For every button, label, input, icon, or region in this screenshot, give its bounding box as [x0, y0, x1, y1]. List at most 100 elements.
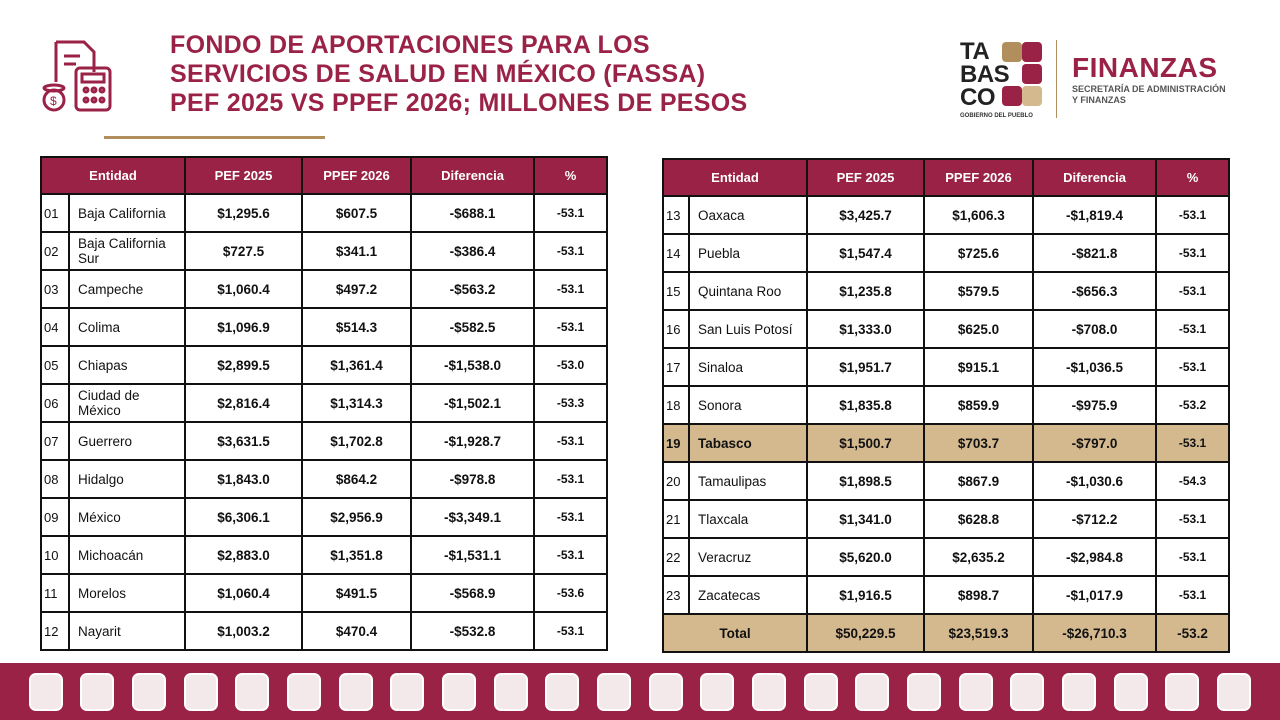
percent-value: -53.1	[533, 231, 609, 271]
table-row: 08 Hidalgo $1,843.0 $864.2 -$978.8 -53.1	[40, 459, 609, 499]
percent-value: -53.2	[1155, 385, 1231, 425]
ppef-2026-value: $1,351.8	[301, 535, 413, 575]
logo-text: CO	[960, 84, 996, 111]
difference-value: -$708.0	[1032, 309, 1158, 349]
entity-number: 15	[662, 271, 690, 311]
entity-name: Campeche	[67, 269, 187, 309]
entity-name: Baja California Sur	[67, 231, 187, 271]
table-row: 13 Oaxaca $3,425.7 $1,606.3 -$1,819.4 -53.1	[662, 195, 1231, 235]
cacao-tile-icon	[1165, 672, 1200, 711]
title-line: PEF 2025 VS PPEF 2026; MILLONES DE PESOS	[170, 89, 748, 117]
entity-name: Puebla	[687, 233, 809, 273]
ppef-2026-value: $859.9	[923, 385, 1035, 425]
entity-number: 04	[40, 307, 70, 347]
secretaria-text: SECRETARÍA DE ADMINISTRACIÓN Y FINANZAS	[1072, 84, 1226, 106]
entity-name: Michoacán	[67, 535, 187, 575]
entity-number: 07	[40, 421, 70, 461]
pef-2025-value: $727.5	[184, 231, 304, 271]
table-header: Entidad PEF 2025 PPEF 2026 Diferencia %	[661, 158, 1231, 197]
title-underline	[104, 136, 325, 139]
table-row: 06 Ciudad de México $2,816.4 $1,314.3 -$1,50…	[40, 383, 609, 423]
ppef-2026-value: $1,314.3	[301, 383, 413, 423]
tabasco-logo: TA BAS CO GOBIERNO DEL PUEBLO	[960, 40, 1050, 120]
ppef-2026-value: $514.3	[301, 307, 413, 347]
entity-number: 05	[40, 345, 70, 385]
table-row: 15 Quintana Roo $1,235.8 $579.5 -$656.3 -53.1	[662, 271, 1231, 311]
ppef-2026-value: $628.8	[923, 499, 1035, 539]
title-line: FONDO DE APORTACIONES PARA LOS	[170, 31, 650, 59]
entity-number: 03	[40, 269, 70, 309]
difference-value: -$688.1	[410, 193, 536, 233]
table-row: 19 Tabasco $1,500.7 $703.7 -$797.0 -53.1	[662, 423, 1231, 463]
olmec-head-icon	[1022, 42, 1042, 62]
difference-value: -$568.9	[410, 573, 536, 613]
waves-icon	[1022, 64, 1042, 84]
col-percent: %	[533, 156, 609, 195]
fassa-table-left: Entidad PEF 2025 PPEF 2026 Diferencia % …	[39, 156, 609, 651]
pef-2025-value: $1,060.4	[184, 269, 304, 309]
pef-2025-value: $1,096.9	[184, 307, 304, 347]
flower-icon	[1022, 86, 1042, 106]
entity-name: Oaxaca	[687, 195, 809, 235]
entity-number: 20	[662, 461, 690, 501]
pef-2025-value: $1,835.8	[806, 385, 926, 425]
percent-value: -53.1	[1155, 347, 1231, 387]
table-row: 17 Sinaloa $1,951.7 $915.1 -$1,036.5 -53.1	[662, 347, 1231, 387]
difference-value: -$582.5	[410, 307, 536, 347]
table-row: 02 Baja California Sur $727.5 $341.1 -$386.4…	[40, 231, 609, 271]
entity-number: 22	[662, 537, 690, 577]
ppef-2026-value: $1,361.4	[301, 345, 413, 385]
pef-2025-value: $6,306.1	[184, 497, 304, 537]
olmec-head-tile-icon	[906, 672, 941, 711]
percent-value: -53.1	[1155, 271, 1231, 311]
secretaria-line: SECRETARÍA DE ADMINISTRACIÓN	[1072, 84, 1226, 94]
percent-value: -53.1	[1155, 537, 1231, 577]
entity-name: Chiapas	[67, 345, 187, 385]
entity-name: Veracruz	[687, 537, 809, 577]
ppef-2026-value: $703.7	[923, 423, 1035, 463]
table-row: 01 Baja California $1,295.6 $607.5 -$688.1 -5…	[40, 193, 609, 233]
table-row: 14 Puebla $1,547.4 $725.6 -$821.8 -53.1	[662, 233, 1231, 273]
pef-2025-value: $1,843.0	[184, 459, 304, 499]
percent-value: -53.1	[1155, 575, 1231, 615]
flower-tile-icon	[442, 672, 477, 711]
entity-name: Baja California	[67, 193, 187, 233]
olmec-head-tile-icon	[597, 672, 632, 711]
col-entidad: Entidad	[661, 158, 809, 197]
entity-number: 01	[40, 193, 70, 233]
col-diferencia: Diferencia	[410, 156, 536, 195]
pyramid-tile-icon	[183, 672, 218, 711]
entity-number: 06	[40, 383, 70, 423]
pef-2025-value: $5,620.0	[806, 537, 926, 577]
pyramid-tile-icon	[493, 672, 528, 711]
pef-2025-value: $1,333.0	[806, 309, 926, 349]
difference-value: -$1,502.1	[410, 383, 536, 423]
pyramid-icon	[1002, 86, 1022, 106]
total-ppef-2026: $23,519.3	[923, 613, 1035, 653]
total-difference: -$26,710.3	[1032, 613, 1158, 653]
entity-number: 13	[662, 195, 690, 235]
pef-2025-value: $2,816.4	[184, 383, 304, 423]
percent-value: -53.6	[533, 573, 609, 613]
percent-value: -53.1	[533, 459, 609, 499]
pef-2025-value: $1,060.4	[184, 573, 304, 613]
svg-text:$: $	[50, 94, 57, 108]
cacao-tile-icon	[28, 672, 63, 711]
entity-name: San Luis Potosí	[687, 309, 809, 349]
table-row: 20 Tamaulipas $1,898.5 $867.9 -$1,030.6 -54.3	[662, 461, 1231, 501]
difference-value: -$1,928.7	[410, 421, 536, 461]
title-line: SERVICIOS DE SALUD EN MÉXICO (FASSA)	[170, 60, 706, 88]
table-row: 04 Colima $1,096.9 $514.3 -$582.5 -53.1	[40, 307, 609, 347]
percent-value: -53.1	[1155, 195, 1231, 235]
ppef-2026-value: $607.5	[301, 193, 413, 233]
pef-2025-value: $3,425.7	[806, 195, 926, 235]
olmec-head-tile-icon	[1216, 672, 1251, 711]
difference-value: -$712.2	[1032, 499, 1158, 539]
entity-number: 12	[40, 611, 70, 651]
budget-calculator-icon: $	[40, 38, 116, 114]
col-ppef-2026: PPEF 2026	[301, 156, 413, 195]
col-ppef-2026: PPEF 2026	[923, 158, 1035, 197]
pef-2025-value: $1,341.0	[806, 499, 926, 539]
total-label: Total	[661, 613, 809, 653]
pyramid-tile-icon	[803, 672, 838, 711]
